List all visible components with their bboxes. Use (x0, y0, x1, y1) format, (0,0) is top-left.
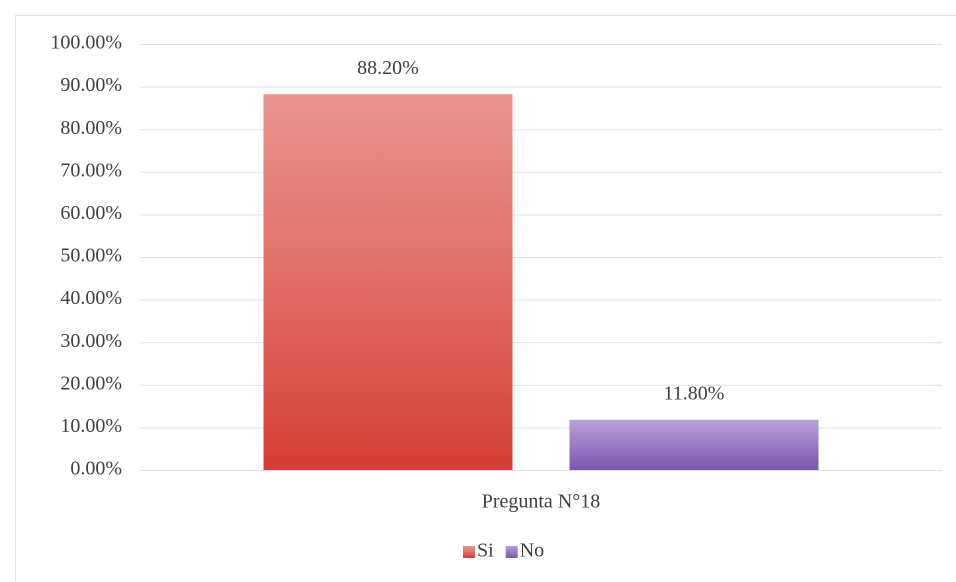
y-tick-label: 60.00% (60, 202, 122, 224)
bar (569, 419, 819, 470)
y-tick-label: 50.00% (60, 245, 122, 267)
y-tick-label: 30.00% (60, 330, 122, 352)
legend-label: No (520, 540, 544, 562)
legend-label: Si (477, 540, 494, 562)
legend-swatch (463, 546, 475, 558)
y-tick-label: 80.00% (60, 117, 122, 139)
x-tick-label: Pregunta N°18 (482, 491, 601, 513)
y-tick-label: 40.00% (60, 287, 122, 309)
y-tick-label: 0.00% (70, 458, 122, 480)
bar (263, 94, 513, 470)
y-tick-label: 90.00% (60, 74, 122, 96)
y-tick-label: 10.00% (60, 415, 122, 437)
data-label: 88.20% (357, 57, 419, 79)
data-label: 11.80% (664, 382, 725, 404)
legend-swatch (505, 546, 518, 558)
y-tick-label: 70.00% (60, 159, 122, 181)
chart-frame (15, 15, 956, 582)
y-tick-label: 20.00% (60, 372, 122, 394)
y-tick-label: 100.00% (50, 32, 122, 54)
